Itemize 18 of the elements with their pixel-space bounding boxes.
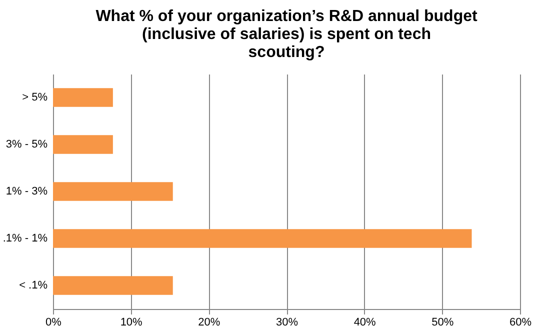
bar <box>53 88 113 107</box>
bar <box>53 276 173 295</box>
chart-title: What % of your organization’s R&D annual budget (inclusive of salaries) is spent on tech scouting? <box>96 8 478 61</box>
x-tick-label: 60% <box>509 316 532 328</box>
y-tick-label: 3% - 5% <box>6 138 48 150</box>
y-tick-label: 1% - 3% <box>6 186 48 198</box>
x-tick-label: 50% <box>432 316 454 328</box>
x-tick-label: 30% <box>276 316 298 328</box>
x-tick-label: 0% <box>46 316 62 328</box>
y-tick-label: < .1% <box>19 280 48 292</box>
x-tick-label: 10% <box>120 316 143 328</box>
x-tick-label: 20% <box>198 316 220 328</box>
y-tick-label: > 5% <box>22 92 48 104</box>
x-tick-label: 40% <box>354 316 376 328</box>
y-tick-label: .1% - 1% <box>2 232 48 244</box>
bar <box>53 135 113 154</box>
bar <box>53 182 173 201</box>
bar <box>53 229 472 248</box>
